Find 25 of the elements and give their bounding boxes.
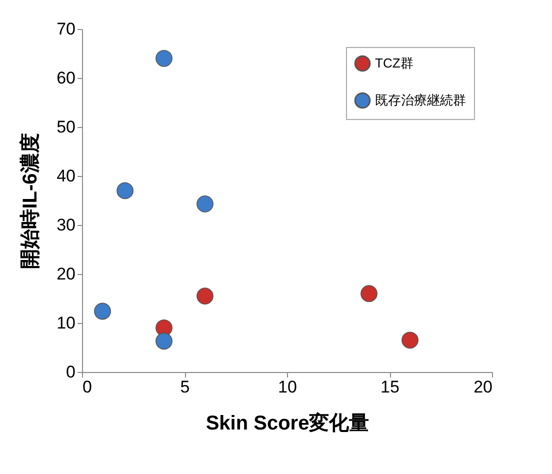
- y-tick-label: 0: [66, 362, 76, 382]
- point: [116, 182, 134, 200]
- legend-label: 既存治療継続群: [375, 92, 466, 108]
- x-tick-label: 0: [82, 378, 92, 396]
- x-tick-label: 10: [278, 378, 297, 396]
- y-tick-label: 70: [56, 20, 76, 38]
- y-tick-label: 30: [56, 216, 76, 234]
- y-tick-label: 50: [56, 118, 76, 136]
- x-tick-label: 5: [180, 378, 190, 396]
- y-tick-label: 40: [56, 166, 76, 186]
- y-tick-label: 60: [56, 68, 76, 88]
- x-axis-title: Skin Score変化量: [206, 412, 370, 434]
- point: [196, 288, 214, 304]
- point: [94, 302, 111, 320]
- y-axis-title: 開始時IL-6濃度: [18, 133, 42, 269]
- point: [156, 50, 172, 67]
- x-tick-label: 20: [474, 378, 492, 396]
- point: [196, 195, 214, 212]
- point: [156, 332, 172, 350]
- y-tick-label: 20: [56, 264, 76, 284]
- legend-label: TCZ群: [375, 56, 414, 70]
- x-tick-label: 15: [380, 378, 400, 396]
- y-tick-label: 10: [56, 314, 76, 332]
- point: [360, 285, 378, 302]
- point: [402, 332, 418, 349]
